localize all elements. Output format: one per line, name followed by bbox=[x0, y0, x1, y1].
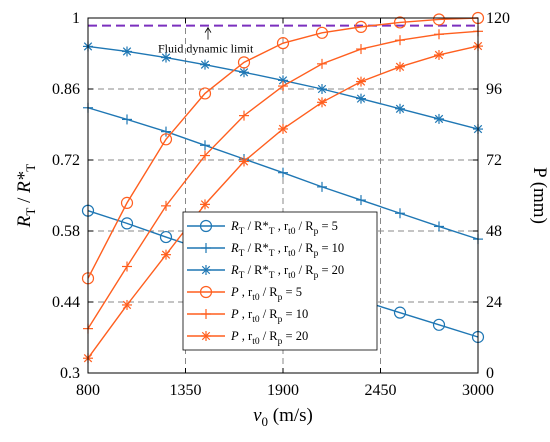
data-point bbox=[317, 97, 327, 108]
data-point bbox=[161, 200, 171, 211]
data-point bbox=[395, 61, 405, 72]
data-point bbox=[237, 56, 251, 69]
data-point bbox=[276, 37, 290, 50]
data-point bbox=[356, 195, 366, 206]
axis-ticks: 800 1350 1900 2450 3000 0.3 0.44 0.58 0.72 0.86 1 0… bbox=[52, 10, 510, 399]
legend-item: RT / R*T , rt0 / Rp = 20 bbox=[187, 263, 344, 281]
data-point bbox=[199, 219, 213, 233]
data-point bbox=[201, 243, 211, 253]
data-point bbox=[239, 67, 249, 78]
data-point bbox=[395, 35, 405, 46]
data-point bbox=[356, 93, 366, 104]
data-point bbox=[200, 150, 210, 161]
legend-item: P , rt0 / Rp = 5 bbox=[187, 285, 302, 303]
y-right-tick-label: 72 bbox=[486, 152, 502, 169]
legend-item: RT / R*T , rt0 / Rp = 10 bbox=[187, 241, 344, 259]
series-line bbox=[87, 17, 479, 279]
data-point bbox=[159, 133, 173, 146]
data-point bbox=[395, 208, 405, 219]
x-tick-label: 800 bbox=[76, 382, 100, 399]
data-point bbox=[354, 20, 368, 33]
legend-label: RT / R*T , rt0 / Rp = 10 bbox=[230, 241, 344, 259]
data-point bbox=[199, 285, 213, 299]
legend-box bbox=[182, 211, 378, 351]
data-point bbox=[161, 249, 171, 260]
fluid-limit-arrowhead bbox=[204, 26, 212, 33]
data-point bbox=[239, 156, 249, 167]
data-point bbox=[122, 114, 132, 125]
data-point bbox=[201, 331, 211, 341]
data-point bbox=[317, 84, 327, 94]
data-point bbox=[159, 230, 173, 244]
data-point bbox=[432, 318, 446, 331]
y-axis-right-label: P (mm) bbox=[529, 167, 550, 224]
data-point bbox=[122, 299, 132, 310]
legend-label: RT / R*T , rt0 / Rp = 20 bbox=[230, 263, 344, 281]
series-4 bbox=[81, 11, 485, 285]
data-point bbox=[239, 110, 249, 121]
y-left-tick-label: 1 bbox=[72, 10, 80, 27]
data-point bbox=[161, 52, 171, 63]
x-tick-label: 2450 bbox=[365, 382, 397, 399]
fluid-limit-label: Fluid dynamic limit bbox=[158, 42, 254, 56]
fluid-dynamic-limit bbox=[88, 24, 478, 40]
series-6 bbox=[83, 41, 483, 364]
data-point bbox=[198, 87, 212, 100]
data-point bbox=[161, 126, 171, 137]
y-right-tick-label: 24 bbox=[486, 294, 502, 311]
legend-item: RT / R*T , rt0 / Rp = 5 bbox=[187, 219, 338, 237]
data-point bbox=[120, 217, 134, 230]
series-3 bbox=[83, 41, 483, 135]
data-point bbox=[317, 58, 327, 69]
data-point bbox=[434, 49, 444, 60]
legend: RT / R*T , rt0 / Rp = 5 RT / R*T , rt0 / … bbox=[182, 211, 378, 351]
data-point bbox=[278, 123, 288, 134]
data-point bbox=[395, 103, 405, 114]
y-left-tick-label: 0.44 bbox=[52, 294, 80, 311]
data-point bbox=[434, 29, 444, 40]
data-point bbox=[200, 199, 210, 210]
legend-label: P , rt0 / Rp = 5 bbox=[230, 285, 302, 303]
x-tick-label: 1900 bbox=[267, 382, 299, 399]
data-point bbox=[122, 46, 132, 57]
data-point bbox=[393, 16, 407, 29]
data-point bbox=[122, 261, 132, 272]
y-right-tick-label: 96 bbox=[486, 81, 502, 98]
legend-item: P , rt0 / Rp = 20 bbox=[187, 329, 308, 347]
x-tick-label: 3000 bbox=[462, 382, 494, 399]
data-point bbox=[200, 140, 210, 151]
data-point bbox=[356, 76, 366, 87]
x-axis-label: v0 (m/s) bbox=[253, 405, 313, 429]
data-point bbox=[278, 167, 288, 178]
data-point bbox=[200, 59, 210, 70]
y-left-tick-label: 0.86 bbox=[52, 81, 80, 98]
y-right-tick-label: 120 bbox=[486, 10, 510, 27]
legend-label: P , rt0 / Rp = 20 bbox=[230, 329, 308, 347]
legend-label: P , rt0 / Rp = 10 bbox=[230, 307, 308, 325]
data-point bbox=[201, 265, 211, 275]
legend-label: RT / R*T , rt0 / Rp = 5 bbox=[230, 219, 338, 237]
data-point bbox=[315, 26, 329, 39]
y-left-tick-label: 0.3 bbox=[60, 365, 80, 382]
data-point bbox=[201, 309, 211, 319]
y-left-tick-label: 0.72 bbox=[52, 152, 80, 169]
data-point bbox=[434, 113, 444, 124]
legend-item: P , rt0 / Rp = 10 bbox=[187, 307, 308, 325]
data-point bbox=[120, 196, 134, 209]
y-axis-left-label: RT / R*T bbox=[14, 164, 38, 228]
data-point bbox=[393, 306, 407, 319]
y-right-tick-label: 0 bbox=[486, 365, 494, 382]
data-point bbox=[434, 221, 444, 232]
y-right-tick-label: 48 bbox=[486, 223, 502, 240]
x-tick-label: 1350 bbox=[170, 382, 202, 399]
data-point bbox=[278, 81, 288, 92]
data-point bbox=[356, 44, 366, 55]
data-point bbox=[432, 13, 446, 26]
y-left-tick-label: 0.58 bbox=[52, 223, 80, 240]
data-point bbox=[317, 181, 327, 192]
